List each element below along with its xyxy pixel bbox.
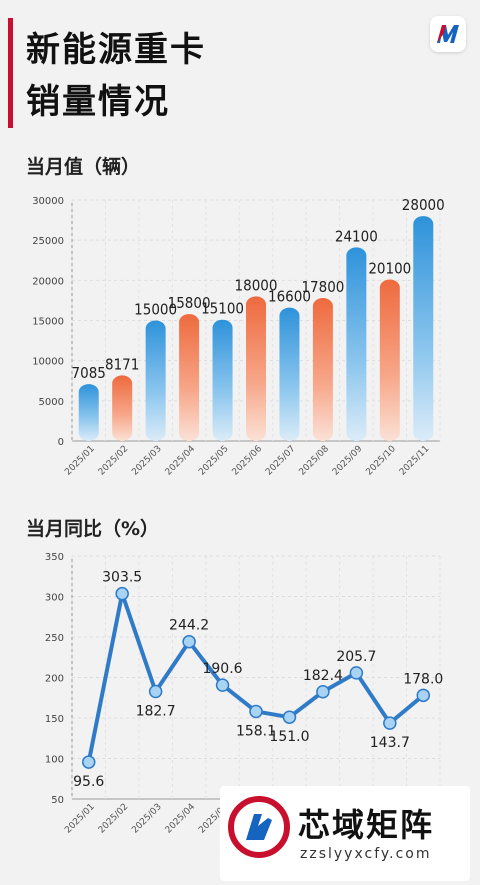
monthly-chart-title: 当月值（辆）	[26, 156, 141, 178]
bar-value-label: 24100	[335, 227, 378, 245]
data-point	[316, 685, 330, 699]
bar-y-tick-label: 10000	[32, 357, 64, 368]
line-y-tick-label: 350	[45, 552, 64, 563]
bar	[246, 296, 266, 441]
bar-y-tick-label: 30000	[32, 196, 64, 207]
bar-y-tick-label: 5000	[39, 397, 64, 408]
point-value-label: 244.2	[169, 618, 209, 634]
line-y-tick-label: 200	[45, 674, 64, 685]
point-value-label: 151.0	[269, 729, 309, 745]
page-title-line1: 新能源重卡	[26, 30, 206, 70]
bar-value-label: 15100	[201, 300, 244, 318]
bar-y-tick-label: 0	[58, 437, 64, 448]
line-x-tick-label: 2025/01	[63, 802, 97, 836]
data-point	[383, 716, 397, 730]
data-point	[182, 634, 196, 649]
line-y-tick-label: 100	[45, 755, 64, 766]
bar-value-label: 8171	[105, 355, 139, 373]
line-y-tick-label: 300	[45, 593, 64, 604]
watermark-logo-icon	[228, 796, 290, 858]
data-point	[115, 586, 129, 601]
line-x-tick-label: 2025/04	[164, 802, 198, 836]
bar	[379, 279, 400, 441]
bar-y-tick-label: 15000	[32, 317, 64, 328]
bar-value-label: 7085	[72, 364, 106, 382]
bar	[112, 375, 133, 441]
bar	[145, 320, 166, 441]
line-y-tick-label: 50	[51, 795, 64, 806]
line-y-tick-label: 250	[45, 633, 64, 644]
point-value-label: 95.6	[73, 774, 104, 790]
bar	[78, 384, 99, 441]
point-value-label: 205.7	[336, 649, 376, 665]
title-accent-bar	[8, 18, 13, 128]
data-point	[81, 755, 96, 769]
point-value-label: 182.7	[136, 704, 176, 720]
page-title-line2: 销量情况	[26, 82, 170, 122]
bar-value-label: 15000	[134, 301, 177, 319]
data-point	[249, 704, 263, 719]
data-point	[148, 684, 163, 699]
bar-value-label: 20100	[368, 260, 411, 278]
bar	[279, 307, 300, 441]
point-value-label: 303.5	[102, 570, 142, 586]
brand-logo-icon	[430, 16, 466, 52]
bar-value-label: 18000	[235, 276, 278, 294]
line-x-tick-label: 2025/02	[97, 802, 131, 836]
line-x-tick-label: 2025/03	[130, 802, 164, 836]
bar	[179, 314, 200, 441]
data-point	[215, 678, 230, 692]
watermark-title: 芯域矩阵	[298, 806, 435, 844]
data-point	[416, 688, 431, 703]
bar-y-tick-label: 25000	[32, 236, 64, 247]
point-value-label: 190.6	[202, 661, 242, 677]
bar	[413, 216, 434, 441]
bar-value-label: 17800	[301, 278, 344, 296]
point-value-label: 143.7	[370, 735, 410, 751]
data-point	[282, 710, 297, 724]
monthly-bar-chart: 05000100001500020000250003000070852025/0…	[32, 196, 445, 478]
bar-value-label: 15800	[168, 294, 211, 312]
bar-value-label: 28000	[402, 196, 445, 214]
bar	[312, 298, 333, 441]
watermark-url: zzslyyxcfy.com	[300, 846, 432, 862]
point-value-label: 182.4	[303, 668, 343, 684]
watermark: 芯域矩阵 zzslyyxcfy.com	[220, 786, 470, 881]
bar	[346, 247, 367, 441]
line-y-tick-label: 150	[45, 714, 64, 725]
bar	[212, 319, 233, 441]
yoy-chart-title: 当月同比（%）	[26, 518, 160, 540]
data-point	[349, 666, 364, 680]
point-value-label: 158.1	[236, 723, 276, 739]
point-value-label: 178.0	[403, 671, 443, 687]
bar-value-label: 16600	[268, 288, 311, 306]
bar-y-tick-label: 20000	[32, 276, 64, 287]
